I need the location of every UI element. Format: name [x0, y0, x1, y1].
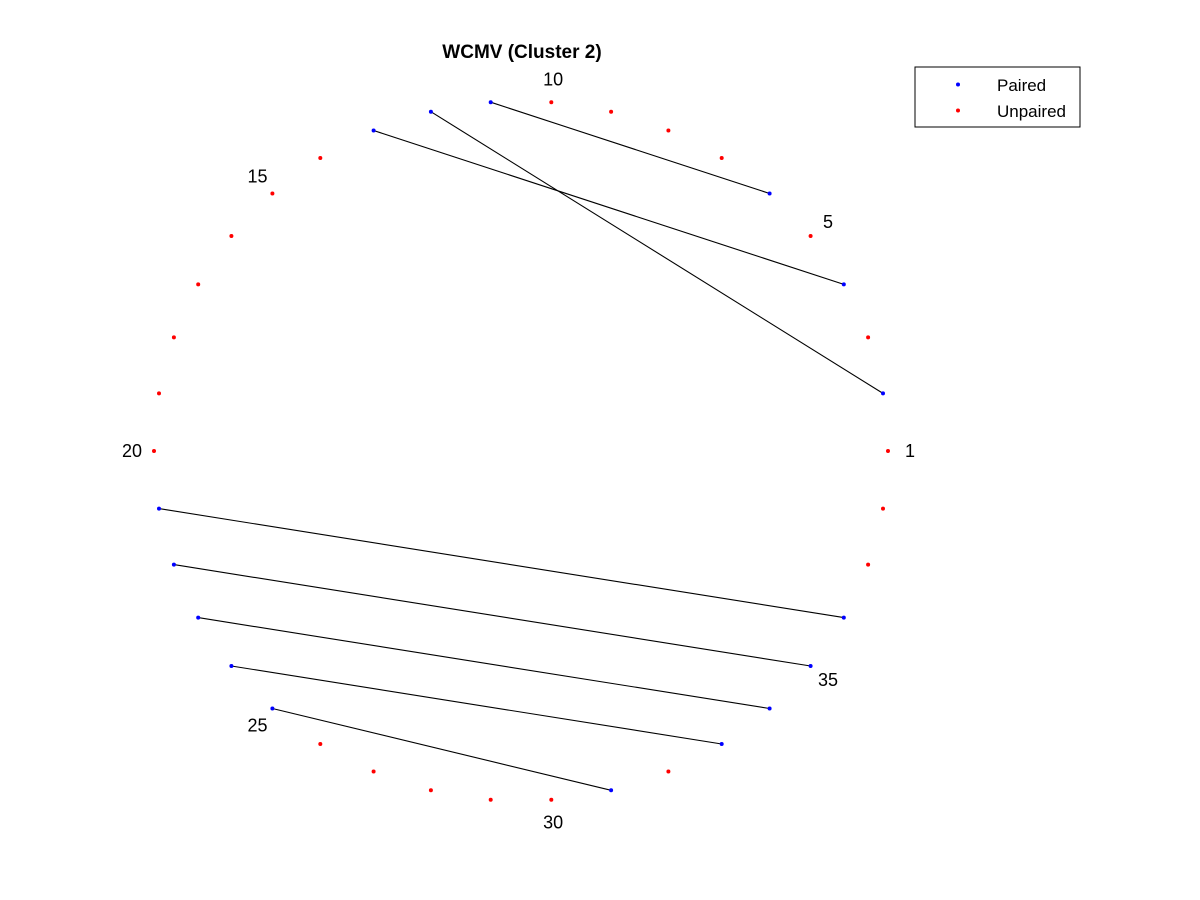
- paired-node-4: [841, 282, 846, 287]
- unpaired-node-9: [609, 109, 614, 114]
- node-label-25: 25: [247, 715, 267, 735]
- unpaired-node-5: [808, 234, 813, 238]
- node-label-10: 10: [543, 69, 563, 89]
- node-label-1: 1: [905, 441, 915, 461]
- paired-node-13: [371, 128, 376, 133]
- paired-node-35: [808, 664, 813, 668]
- unpaired-node-27: [371, 769, 376, 774]
- pair-edge-2-12: [430, 111, 884, 394]
- paired-node-33: [719, 742, 724, 746]
- paired-node-34: [767, 706, 772, 711]
- paired-node-12: [428, 109, 433, 114]
- pair-edge-24-33: [231, 665, 722, 745]
- pair-edge-4-13: [373, 129, 844, 285]
- unpaired-node-8: [666, 128, 671, 133]
- paired-node-21: [157, 506, 161, 511]
- paired-node-2: [881, 391, 885, 396]
- unpaired-node-37: [866, 562, 871, 567]
- node-label-5: 5: [823, 212, 833, 232]
- unpaired-node-28: [428, 788, 433, 793]
- pair-edge-25-31: [272, 707, 612, 791]
- paired-node-11: [488, 100, 493, 105]
- chart-title: WCMV (Cluster 2): [442, 42, 601, 63]
- unpaired-node-17: [196, 282, 201, 287]
- unpaired-node-16: [229, 234, 234, 238]
- unpaired-node-19: [157, 391, 161, 396]
- unpaired-node-1: [886, 449, 890, 453]
- unpaired-node-10: [549, 100, 554, 105]
- legend-marker-paired: [956, 82, 960, 87]
- legend: Paired Unpaired: [914, 66, 1081, 128]
- legend-marker-unpaired: [956, 108, 960, 113]
- unpaired-node-20: [152, 449, 156, 453]
- unpaired-node-14: [318, 156, 323, 160]
- node-label-15: 15: [247, 167, 267, 187]
- legend-box: [914, 66, 1081, 128]
- unpaired-node-18: [171, 335, 176, 340]
- legend-label-paired: Paired: [997, 76, 1046, 95]
- nodes: [152, 100, 890, 802]
- paired-node-23: [196, 615, 201, 620]
- unpaired-node-29: [488, 797, 493, 802]
- pair-edge-6-11: [490, 101, 770, 195]
- unpaired-node-3: [866, 335, 871, 340]
- pair-edge-22-35: [173, 564, 811, 667]
- paired-node-31: [609, 788, 614, 793]
- paired-node-24: [229, 664, 234, 668]
- unpaired-node-7: [719, 156, 724, 160]
- legend-label-unpaired: Unpaired: [997, 102, 1066, 121]
- paired-node-25: [270, 706, 275, 711]
- pair-edge-21-36: [158, 508, 844, 619]
- unpaired-node-15: [270, 191, 275, 196]
- unpaired-node-26: [318, 742, 323, 746]
- node-label-30: 30: [543, 813, 563, 833]
- unpaired-node-38: [881, 506, 885, 511]
- node-label-35: 35: [818, 670, 838, 690]
- unpaired-node-32: [666, 769, 671, 774]
- node-label-20: 20: [122, 441, 142, 461]
- pair-edge-23-34: [198, 617, 770, 710]
- paired-node-36: [841, 615, 846, 620]
- paired-node-6: [767, 191, 772, 196]
- unpaired-node-30: [549, 797, 554, 802]
- pair-edges: [158, 101, 884, 791]
- paired-node-22: [171, 562, 176, 567]
